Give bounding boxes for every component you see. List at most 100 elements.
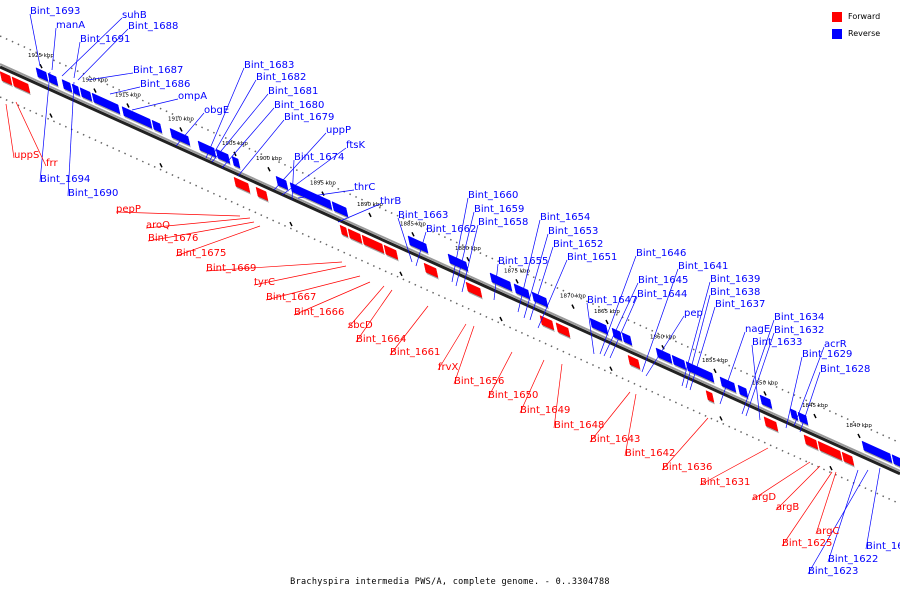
reverse-gene: [797, 411, 809, 426]
leader-line: [293, 281, 371, 316]
forward-gene: [339, 224, 349, 238]
gene-label: Bint_1676: [148, 233, 198, 244]
tick-label: 1860 kbp: [650, 334, 676, 340]
gene-label: Bint_1637: [715, 299, 765, 310]
leader-line: [487, 351, 513, 399]
leader-line: [661, 417, 709, 471]
tick-label: 1925 kbp: [28, 53, 54, 59]
leader-line: [807, 469, 869, 575]
leader-line: [265, 275, 361, 301]
gene-shadow: [94, 102, 121, 116]
leader-line: [205, 261, 343, 272]
leader-line: [827, 469, 859, 563]
gene-shadow: [258, 196, 269, 203]
reverse-gene: [79, 87, 93, 102]
leader-line: [685, 294, 711, 389]
tick-mark: [321, 191, 325, 196]
gene-label: aroQ: [146, 220, 170, 231]
leader-line: [529, 246, 554, 321]
gene-shadow: [278, 185, 289, 192]
gene-shadow: [342, 234, 349, 239]
forward-swatch: [832, 11, 842, 22]
gene-label: Bint_1653: [548, 226, 598, 237]
leader-line: [451, 197, 469, 283]
reverse-gene: [719, 376, 737, 393]
tick-mark: [39, 63, 43, 69]
reverse-gene: [513, 283, 531, 300]
leader-line: [599, 255, 637, 355]
scale-ticks: 1925 kbp 1920 kbp 1915 kbp 1910 kbp 1905 kbp…: [28, 53, 872, 471]
gene-shadow: [624, 341, 633, 348]
tick-mark: [411, 231, 415, 237]
leader-line: [609, 296, 638, 359]
gene-label: Bint_1682: [256, 72, 306, 83]
reverse-gene: [61, 79, 73, 93]
gene-shadow: [792, 417, 799, 423]
tick-mark: [267, 166, 271, 172]
gene-shadow: [236, 186, 251, 195]
tick-label: 1915 kbp: [115, 93, 141, 99]
reverse-gene: [169, 127, 191, 146]
gene-label: Bint_1669: [206, 263, 256, 274]
forward-gene: [555, 322, 571, 338]
legend-item-forward: Forward: [832, 8, 892, 25]
gene-shadow: [674, 364, 687, 372]
reverse-gene: [489, 272, 513, 292]
forward-gene: [255, 186, 269, 202]
leader-line: [775, 465, 821, 511]
tick-mark: [713, 368, 717, 374]
leader-line: [291, 159, 295, 201]
gene-label: tyrC: [254, 277, 275, 288]
gene-label: Bint_1694: [40, 174, 90, 185]
leader-line: [751, 461, 811, 501]
gene-label: Bint_1659: [474, 204, 524, 215]
gene-label: frvX: [438, 362, 459, 373]
gene-label: Bint_1655: [498, 256, 548, 267]
leader-line: [253, 265, 347, 286]
gene-label: thrB: [380, 196, 401, 207]
gene-shadow: [630, 364, 641, 371]
leader-line: [586, 302, 595, 355]
leader-line: [537, 259, 568, 329]
gene-label: Bint_1632: [774, 325, 824, 336]
gene-shadow: [658, 357, 673, 366]
gene-shadow: [762, 404, 773, 411]
reverse-swatch: [832, 28, 842, 39]
leader-line: [347, 285, 385, 329]
reverse-gene: [759, 394, 773, 409]
gene-shadow: [22, 89, 31, 96]
minor-tick: [829, 465, 833, 471]
tick-label: 1865 kbp: [594, 309, 620, 315]
leader-line: [589, 391, 631, 443]
leader-line: [237, 119, 285, 177]
tick-label: 1875 kbp: [504, 268, 530, 274]
tick-mark: [466, 256, 470, 262]
leader-line: [793, 346, 825, 427]
gene-shadow: [542, 324, 555, 333]
leader-line: [745, 332, 775, 417]
gene-label: sbcD: [348, 320, 373, 331]
forward-gene: [763, 416, 779, 432]
reverse-gene: [697, 366, 715, 383]
leader-line: [785, 356, 803, 429]
gene-label: Bint_1648: [554, 420, 604, 431]
gene-label: suhB: [122, 10, 147, 21]
gene-shadow: [700, 375, 715, 385]
tick-mark: [763, 391, 767, 396]
gene-label: Bint_1662: [426, 224, 476, 235]
leader-line: [175, 112, 205, 147]
gene-label: Bint_1649: [520, 405, 570, 416]
gene-shadow: [740, 394, 749, 400]
reverse-gene: [275, 175, 289, 191]
forward-gene: [0, 71, 13, 86]
minor-tick: [49, 113, 53, 118]
gene-label: Bint_1667: [266, 292, 316, 303]
reverse-gene: [789, 408, 799, 421]
reverse-gene: [91, 92, 121, 115]
minor-tick: [399, 271, 403, 277]
reverse-gene: [737, 384, 749, 399]
leader-line: [415, 231, 427, 267]
minor-tick: [609, 366, 613, 372]
gene-label: Bint_1681: [268, 86, 318, 97]
gene-label: Bint_1664: [356, 334, 406, 345]
